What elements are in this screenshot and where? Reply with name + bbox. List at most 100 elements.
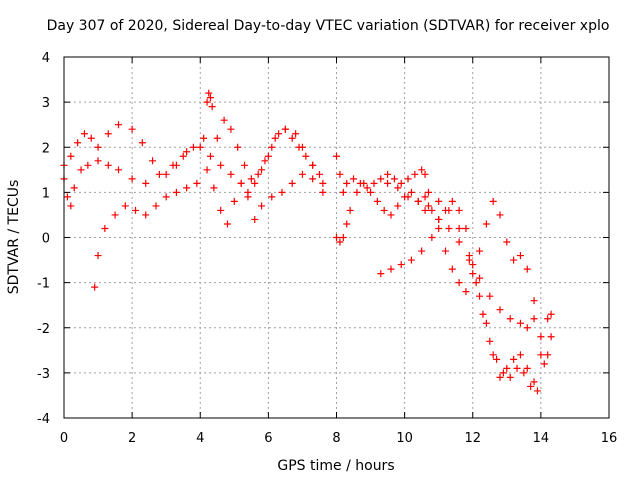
data-point [67,202,75,210]
data-point [363,184,371,192]
data-point [94,252,102,260]
data-point [370,179,378,187]
data-point [472,279,480,287]
data-point [527,382,535,390]
data-point [442,247,449,255]
series-track-k [424,188,555,395]
data-point [421,170,429,178]
data-point [319,188,327,196]
data-point [479,310,487,318]
y-tick-label: -2 [37,322,50,337]
data-point [360,179,368,187]
data-point [210,184,218,192]
data-point [530,297,538,305]
data-point [288,134,296,142]
x-tick-label: 10 [396,431,413,446]
data-point [234,143,242,151]
data-point [377,175,385,183]
series-track-c [60,134,208,210]
data-point [353,188,361,196]
data-point [428,234,436,241]
data-point [162,193,170,201]
data-point [380,206,388,214]
data-point [224,220,231,228]
data-point [418,247,426,255]
data-point [384,170,392,178]
y-axis-label: SDTVAR / TECUs [6,180,22,295]
grid [64,57,609,418]
data-point [350,175,358,183]
data-point [533,387,541,395]
data-point [482,319,490,327]
data-point [169,161,177,169]
data-point [455,206,463,214]
data-point [230,197,238,205]
data-point [544,315,552,323]
data-point [91,283,99,291]
x-tick-label: 2 [128,431,136,446]
data-point [128,125,136,133]
y-tick-label: -4 [37,412,50,427]
data-point [407,256,415,264]
series-track-a [60,121,327,196]
data-point [203,166,211,174]
x-axis-label: GPS time / hours [277,458,394,474]
data-point [510,256,518,264]
x-tick-label: 14 [533,431,550,446]
data-point [295,143,303,151]
data-point [516,319,524,327]
data-point [315,170,323,178]
data-point [394,202,402,210]
data-point [411,170,419,178]
data-point [496,211,504,219]
data-point [523,265,531,273]
data-point [503,238,511,246]
data-point [84,161,92,169]
data-point [448,197,456,205]
y-tick-label: 2 [42,141,50,156]
data-points [60,89,555,395]
data-point [309,161,317,169]
data-point [264,152,272,160]
data-point [445,224,453,232]
data-point [104,161,112,169]
data-point [268,193,276,201]
data-point [421,206,429,214]
data-point [101,224,109,232]
data-point [540,360,548,368]
x-tick-label: 16 [601,431,618,446]
y-tick-label: -1 [37,277,50,292]
data-point [397,179,405,187]
data-point [482,220,490,228]
data-point [428,206,436,214]
data-point [319,179,327,187]
data-point [220,116,228,124]
data-point [80,130,88,138]
y-tick-label: -3 [37,367,50,382]
data-point [278,188,286,196]
data-point [496,306,504,314]
data-point [244,193,252,201]
data-point [302,152,310,160]
data-point [435,197,443,205]
data-point [510,355,518,363]
data-point [115,166,122,174]
data-point [288,179,296,187]
data-point [63,193,71,201]
data-point [537,333,545,341]
data-point [172,188,180,196]
data-point [343,179,351,187]
data-point [390,175,398,183]
data-point [128,175,136,183]
data-point [435,215,443,223]
data-point [333,234,340,241]
data-point [424,202,432,210]
data-point [421,193,429,201]
data-point [217,206,225,214]
data-point [346,206,354,214]
data-point [87,134,95,142]
data-point [489,351,497,359]
data-point [506,315,514,323]
data-point [309,175,317,183]
